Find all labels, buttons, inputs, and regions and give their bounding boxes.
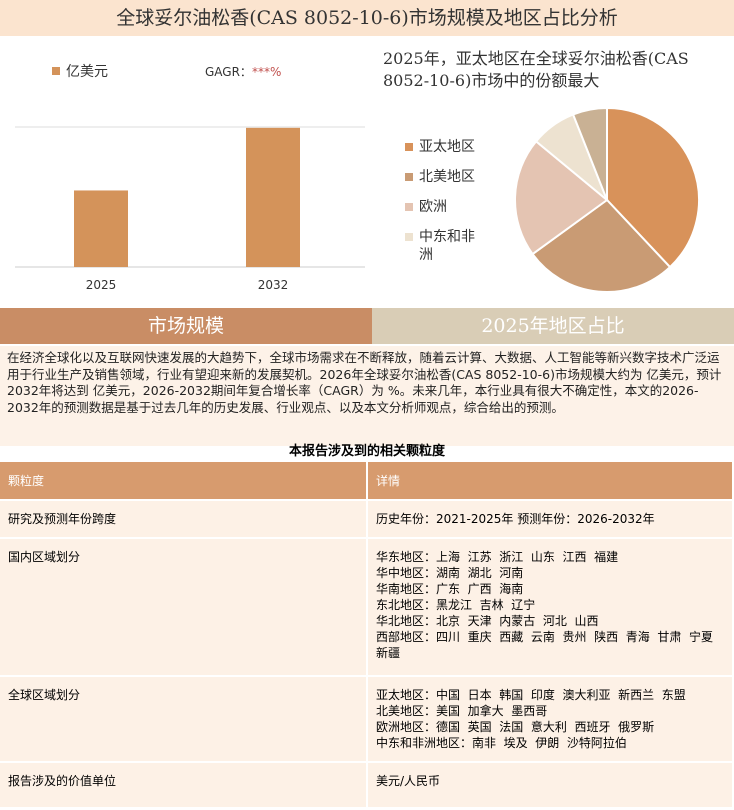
detail-line: 中东和非洲地区：南非 埃及 伊朗 沙特阿拉伯	[376, 736, 627, 750]
detail-line: 华北地区：北京 天津 内蒙古 河北 山西	[376, 614, 599, 628]
legend-swatch	[405, 203, 413, 211]
header-cell: 详情	[367, 462, 734, 500]
detail-line: 亚太地区：中国 日本 韩国 印度 澳大利亚 新西兰 东盟	[376, 688, 686, 702]
header-cell: 颗粒度	[0, 462, 368, 500]
pie-slice	[606, 106, 700, 269]
detail-line: 欧洲地区：德国 英国 法国 意大利 西班牙 俄罗斯	[376, 720, 655, 734]
tab[interactable]: 2025年地区占比	[372, 308, 734, 344]
table-header: 颗粒度 详情	[0, 462, 734, 500]
x-tick-label: 2025	[86, 278, 117, 292]
legend-swatch	[405, 143, 413, 151]
detail-line: 华中地区：湖南 湖北 河南	[376, 566, 524, 580]
table: 颗粒度 详情 研究及预测年份跨度 历史年份：2021-2025年 预测年份：2026-…	[0, 462, 734, 807]
row-detail: 亚太地区：中国 日本 韩国 印度 澳大利亚 新西兰 东盟 北美地区：美国 加拿大 …	[367, 675, 734, 762]
pie-legend: 亚太地区北美地区欧洲中东和非洲	[405, 138, 485, 263]
row-label: 研究及预测年份跨度	[0, 499, 368, 538]
row-label: 全球区域划分	[0, 675, 368, 762]
table-row: 报告涉及的价值单位 美元/人民币	[0, 761, 734, 807]
pie-slice	[531, 198, 672, 293]
legend-label: 亿美元	[66, 64, 108, 80]
row-detail: 华东地区：上海 江苏 浙江 山东 江西 福建 华中地区：湖南 湖北 河南 华南地区：…	[367, 537, 734, 676]
legend-swatch	[405, 173, 413, 181]
pie-slice	[514, 139, 609, 256]
paragraph: 在经济全球化以及互联网快速发展的大趋势下，全球市场需求在不断释放，随着云计算、大…	[0, 346, 734, 446]
detail-line: 美元/人民币	[376, 774, 441, 788]
row-detail: 美元/人民币	[367, 761, 734, 807]
pie-slice	[571, 106, 608, 201]
table-row: 国内区域划分 华东地区：上海 江苏 浙江 山东 江西 福建 华中地区：湖南 湖北 河…	[0, 537, 734, 676]
annotation: GAGR：***%	[205, 65, 281, 79]
row-label: 国内区域划分	[0, 537, 368, 676]
detail-line: 东北地区：黑龙江 吉林 辽宁	[376, 598, 536, 612]
table-row: 全球区域划分 亚太地区：中国 日本 韩国 印度 澳大利亚 新西兰 东盟 北美地区：美…	[0, 675, 734, 762]
legend-item: 北美地区	[405, 168, 485, 198]
legend-label: 亚太地区	[419, 139, 475, 155]
pie-title: 2025年，亚太地区在全球妥尔油松香(CAS 8052-10-6)市场中的份额最…	[383, 49, 689, 90]
row-label: 报告涉及的价值单位	[0, 761, 368, 807]
bar-chart: 亿美元 GAGR：***% 2025 2032	[15, 64, 365, 292]
table-row: 研究及预测年份跨度 历史年份：2021-2025年 预测年份：2026-2032年	[0, 499, 734, 538]
legend-swatch	[405, 233, 413, 241]
legend-swatch	[52, 67, 60, 75]
tab[interactable]: 市场规模	[0, 308, 372, 344]
annotation-value: ***%	[252, 65, 281, 79]
detail-line: 历史年份：2021-2025年 预测年份：2026-2032年	[376, 512, 655, 526]
row-detail: 历史年份：2021-2025年 预测年份：2026-2032年	[367, 499, 734, 538]
bar	[246, 127, 300, 267]
legend-label: 中东和非洲	[419, 229, 475, 263]
x-tick-label: 2032	[258, 278, 289, 292]
legend-label: 欧洲	[419, 199, 447, 215]
page-title: 全球妥尔油松香(CAS 8052-10-6)市场规模及地区占比分析	[0, 0, 734, 36]
table-caption: 本报告涉及到的相关颗粒度	[288, 444, 445, 459]
detail-line: 西部地区：四川 重庆 西藏 云南 贵州 陕西 青海 甘肃 宁夏 新疆	[376, 630, 721, 660]
legend-item: 亚太地区	[405, 138, 485, 168]
legend-item: 欧洲	[405, 198, 485, 228]
pie-chart	[514, 106, 700, 293]
legend-label: 北美地区	[419, 169, 475, 185]
detail-line: 北美地区：美国 加拿大 墨西哥	[376, 704, 548, 718]
bar	[74, 190, 128, 267]
detail-line: 华南地区：广东 广西 海南	[376, 582, 524, 596]
detail-line: 华东地区：上海 江苏 浙江 山东 江西 福建	[376, 550, 619, 564]
annotation-label: GAGR：	[205, 65, 252, 79]
legend-item: 中东和非洲	[405, 228, 485, 263]
